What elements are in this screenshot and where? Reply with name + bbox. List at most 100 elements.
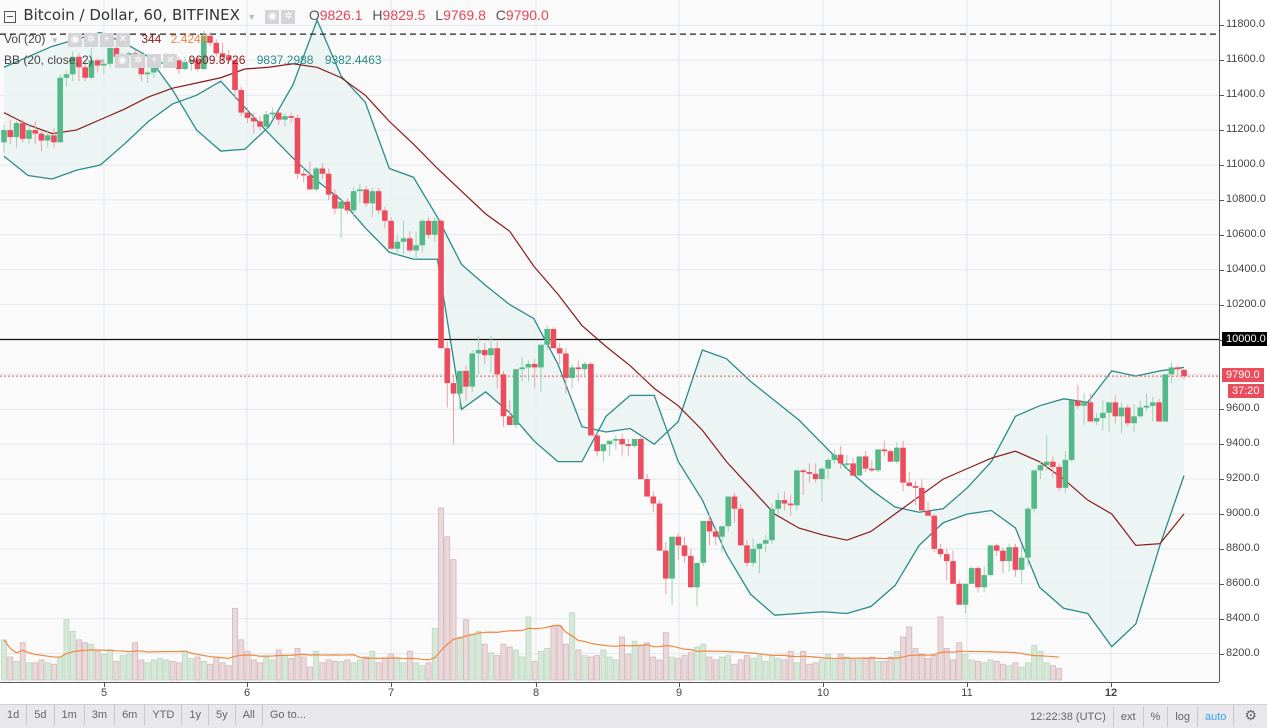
time-tick-label: 10 xyxy=(816,687,830,699)
range-button-1m[interactable]: 1m xyxy=(55,705,85,725)
bottom-toolbar: 1d 5d 1m 3m 6m YTD 1y 5y All Go to... 12:22:38 (U… xyxy=(0,704,1267,728)
price-tick-label: 10400.0 xyxy=(1226,262,1266,275)
price-tick-label: 9000.0 xyxy=(1226,507,1260,519)
dropdown-icon[interactable]: ▼ xyxy=(98,57,106,66)
toggle-percent[interactable]: % xyxy=(1142,707,1168,727)
time-tick xyxy=(679,683,680,687)
range-button-5d[interactable]: 5d xyxy=(27,705,55,725)
price-tick xyxy=(1220,234,1224,236)
bb-lower-value: 9382.4463 xyxy=(324,53,382,67)
time-tick xyxy=(104,683,105,687)
time-tick xyxy=(536,683,537,687)
plus-icon[interactable]: + xyxy=(99,32,114,47)
price-tick xyxy=(1220,444,1224,446)
price-tick xyxy=(1220,165,1224,166)
time-tick xyxy=(1111,683,1112,687)
price-tick xyxy=(1220,199,1224,201)
time-tick-label: 6 xyxy=(243,687,251,699)
dropdown-icon[interactable]: ▼ xyxy=(50,36,59,45)
time-tick-label: 9 xyxy=(675,687,683,699)
close-label: C xyxy=(495,7,506,23)
time-tick xyxy=(823,683,824,687)
price-tick xyxy=(1220,583,1224,585)
time-tick-label: 11 xyxy=(961,687,973,699)
time-tick xyxy=(247,683,248,687)
eye-icon[interactable]: ◉ xyxy=(115,53,130,68)
time-tick xyxy=(391,683,392,687)
high-label: H xyxy=(372,7,383,23)
price-tick-label: 8800.0 xyxy=(1226,541,1260,554)
symbol-legend: Bitcoin / Dollar, 60, BITFINEX ▼ ◉ ✲ O982… xyxy=(4,6,555,24)
price-tick xyxy=(1220,269,1224,271)
range-button-3m[interactable]: 3m xyxy=(85,705,116,725)
dropdown-icon[interactable]: ▼ xyxy=(247,12,257,22)
toggle-log[interactable]: log xyxy=(1167,707,1197,727)
low-label: L xyxy=(435,7,444,23)
price-tick-label: 9600.0 xyxy=(1226,402,1260,415)
price-tick xyxy=(1220,95,1224,97)
time-tick-label: 7 xyxy=(387,687,395,699)
range-button-6m[interactable]: 6m xyxy=(115,705,146,725)
gear-icon[interactable]: ✲ xyxy=(281,9,296,24)
close-icon[interactable]: ✕ xyxy=(163,53,178,68)
range-button-ytd[interactable]: YTD xyxy=(145,705,183,725)
candlestick-chart[interactable] xyxy=(0,0,1219,682)
price-tick-label: 9200.0 xyxy=(1226,472,1260,485)
price-tick xyxy=(1220,653,1224,655)
range-buttons: 1d 5d 1m 3m 6m YTD 1y 5y All Go to... xyxy=(0,705,313,725)
volume-ma-value: 2.424K xyxy=(170,32,209,46)
collapse-icon[interactable] xyxy=(4,10,16,23)
price-tick xyxy=(1220,304,1224,306)
range-button-5y[interactable]: 5y xyxy=(209,705,236,725)
price-axis[interactable]: 11800.0 11600.0 11400.0 11200.0 11000.0 10800… xyxy=(1219,0,1267,682)
bar-countdown-tag: 37:20 xyxy=(1228,384,1264,399)
price-tick-label: 9400.0 xyxy=(1226,437,1260,450)
price-tick-label: 10800.0 xyxy=(1226,192,1266,205)
price-tick-label: 11600.0 xyxy=(1226,53,1265,66)
range-button-1y[interactable]: 1y xyxy=(182,705,209,725)
scale-controls: 12:22:38 (UTC) ext% log auto ⚙ xyxy=(1023,705,1267,727)
toggle-auto[interactable]: auto xyxy=(1197,707,1233,727)
price-tick-label: 11200.0 xyxy=(1226,123,1265,136)
price-tick xyxy=(1220,548,1224,550)
time-tick-label: 8 xyxy=(532,687,540,699)
volume-indicator-name[interactable]: Vol (20) xyxy=(4,32,46,46)
price-tick-label: 11800.0 xyxy=(1226,18,1265,31)
price-tick xyxy=(1220,25,1224,27)
price-tick-label: 11000.0 xyxy=(1226,158,1265,170)
close-icon[interactable]: ✕ xyxy=(115,32,130,47)
range-button-1d[interactable]: 1d xyxy=(0,705,28,725)
bb-upper-value: 9837.2988 xyxy=(256,53,314,67)
horizontal-line-price-tag: 10000.0 xyxy=(1222,331,1267,346)
time-tick xyxy=(967,683,968,687)
price-tick xyxy=(1220,514,1224,515)
price-tick xyxy=(1220,618,1224,620)
price-tick xyxy=(1220,479,1224,481)
high-value: 9829.5 xyxy=(382,7,426,23)
volume-legend: Vol (20) ▼ ◉ ✲ + ✕ 344 2.424K xyxy=(4,32,209,47)
gear-icon[interactable]: ✲ xyxy=(131,53,146,68)
chart-pane[interactable]: Bitcoin / Dollar, 60, BITFINEX ▼ ◉ ✲ O982… xyxy=(0,0,1219,682)
last-price-tag: 9790.0 xyxy=(1222,368,1264,383)
plus-icon[interactable]: + xyxy=(147,53,162,68)
close-value: 9790.0 xyxy=(505,7,549,23)
eye-icon[interactable]: ◉ xyxy=(67,32,82,47)
price-tick-label: 8200.0 xyxy=(1226,646,1260,659)
bb-indicator-name[interactable]: BB (20, close, 2) xyxy=(4,53,93,67)
bb-legend: BB (20, close, 2) ▼ ◉ ✲ + ✕ 9609.8726 9837.… xyxy=(4,53,382,68)
toggle-ext[interactable]: ext xyxy=(1112,707,1143,727)
time-axis[interactable]: 5 6 7 8 9 10 11 12 xyxy=(0,682,1219,705)
eye-icon[interactable]: ◉ xyxy=(265,9,280,24)
settings-gear-icon[interactable]: ⚙ xyxy=(1233,705,1267,726)
price-tick-label: 8600.0 xyxy=(1226,576,1260,589)
range-button-goto[interactable]: Go to... xyxy=(269,709,306,721)
volume-value: 344 xyxy=(141,32,162,46)
price-tick-label: 10200.0 xyxy=(1226,297,1266,310)
symbol-title[interactable]: Bitcoin / Dollar, 60, BITFINEX xyxy=(23,6,240,24)
price-tick-label: 8400.0 xyxy=(1226,611,1260,624)
price-tick xyxy=(1220,409,1224,411)
price-tick-label: 10600.0 xyxy=(1226,227,1266,240)
utc-clock[interactable]: 12:22:38 (UTC) xyxy=(1030,711,1106,723)
range-button-all[interactable]: All xyxy=(236,705,263,725)
gear-icon[interactable]: ✲ xyxy=(83,32,98,47)
